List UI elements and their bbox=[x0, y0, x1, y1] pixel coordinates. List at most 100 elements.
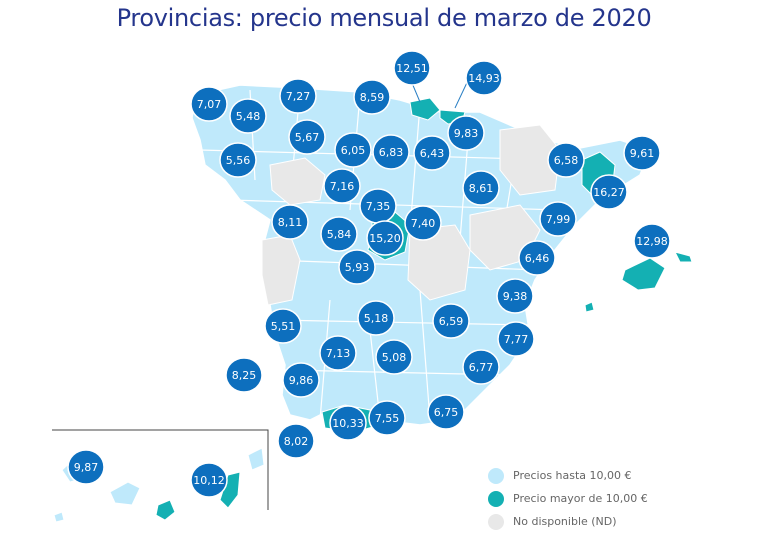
price-marker: 6,59 bbox=[432, 303, 470, 339]
price-marker: 10,12 bbox=[190, 462, 228, 498]
price-marker-value: 6,77 bbox=[469, 361, 494, 374]
price-marker-value: 10,33 bbox=[332, 417, 364, 430]
price-marker-bubble bbox=[496, 278, 534, 314]
price-marker-bubble bbox=[338, 249, 376, 285]
price-marker-value: 7,27 bbox=[286, 90, 311, 103]
price-marker-value: 8,02 bbox=[284, 435, 309, 448]
price-marker-bubble bbox=[357, 300, 395, 336]
price-marker: 5,67 bbox=[288, 119, 326, 155]
legend-label: Precios hasta 10,00 € bbox=[513, 469, 632, 482]
price-marker-bubble bbox=[413, 135, 451, 171]
price-marker-bubble bbox=[623, 135, 661, 171]
legend-label: Precio mayor de 10,00 € bbox=[513, 492, 648, 505]
price-marker-value: 8,25 bbox=[232, 369, 257, 382]
price-marker: 7,07 bbox=[190, 86, 228, 122]
price-marker-value: 9,87 bbox=[74, 461, 99, 474]
price-marker-value: 5,56 bbox=[226, 154, 251, 167]
price-markers: 7,07 5,48 5,56 7,27 8,59 12,51 14,93 5,67 6,05 6,… bbox=[67, 50, 671, 498]
price-marker: 6,77 bbox=[462, 349, 500, 385]
price-marker-bubble bbox=[432, 303, 470, 339]
price-marker: 7,27 bbox=[279, 78, 317, 114]
price-marker-value: 5,18 bbox=[364, 312, 389, 325]
price-marker: 5,51 bbox=[264, 308, 302, 344]
price-marker-value: 7,13 bbox=[326, 347, 351, 360]
price-marker-value: 6,46 bbox=[525, 252, 550, 265]
price-marker: 7,35 bbox=[359, 188, 397, 224]
price-marker-bubble bbox=[190, 86, 228, 122]
price-marker-value: 6,83 bbox=[379, 146, 404, 159]
price-marker-bubble bbox=[447, 115, 485, 151]
price-marker-bubble bbox=[334, 132, 372, 168]
legend-swatch-nd bbox=[488, 513, 504, 530]
price-marker-bubble bbox=[219, 142, 257, 178]
price-marker: 16,27 bbox=[590, 174, 628, 210]
price-marker: 14,93 bbox=[465, 60, 503, 96]
price-marker-bubble bbox=[271, 204, 309, 240]
legend-label: No disponible (ND) bbox=[513, 515, 617, 528]
price-marker: 8,61 bbox=[462, 170, 500, 206]
price-marker: 7,77 bbox=[497, 321, 535, 357]
map-title: Provincias: precio mensual de marzo de 2… bbox=[116, 4, 652, 32]
price-marker: 10,33 bbox=[329, 405, 367, 441]
price-marker-value: 7,55 bbox=[375, 412, 400, 425]
price-marker: 5,93 bbox=[338, 249, 376, 285]
price-marker-bubble bbox=[590, 174, 628, 210]
price-marker-value: 7,16 bbox=[330, 180, 355, 193]
price-marker-bubble bbox=[372, 134, 410, 170]
price-marker-bubble bbox=[229, 98, 267, 134]
price-marker-value: 5,48 bbox=[236, 110, 261, 123]
price-marker-bubble bbox=[282, 362, 320, 398]
price-marker-bubble bbox=[320, 216, 358, 252]
map-legend: Precios hasta 10,00 € Precio mayor de 10… bbox=[488, 464, 648, 533]
price-marker-bubble bbox=[279, 78, 317, 114]
price-marker: 12,51 bbox=[393, 50, 431, 86]
price-marker-value: 5,67 bbox=[295, 131, 320, 144]
price-marker-value: 8,59 bbox=[360, 91, 385, 104]
price-marker-value: 9,83 bbox=[454, 127, 479, 140]
price-marker-value: 6,75 bbox=[434, 406, 459, 419]
price-marker: 6,58 bbox=[547, 142, 585, 178]
price-marker-value: 12,98 bbox=[636, 235, 668, 248]
price-marker-bubble bbox=[353, 79, 391, 115]
price-marker-bubble bbox=[329, 405, 367, 441]
price-marker-bubble bbox=[288, 119, 326, 155]
price-marker-bubble bbox=[67, 449, 105, 485]
price-marker-value: 14,93 bbox=[468, 72, 500, 85]
price-marker-bubble bbox=[277, 423, 315, 459]
price-marker: 6,75 bbox=[427, 394, 465, 430]
price-marker: 7,99 bbox=[539, 201, 577, 237]
legend-item-teal: Precio mayor de 10,00 € bbox=[488, 487, 648, 510]
price-marker-value: 7,40 bbox=[411, 217, 436, 230]
price-marker-value: 7,99 bbox=[546, 213, 571, 226]
price-marker: 6,83 bbox=[372, 134, 410, 170]
price-marker-value: 5,51 bbox=[271, 320, 296, 333]
price-marker: 6,46 bbox=[518, 240, 556, 276]
price-marker-bubble bbox=[225, 357, 263, 393]
price-marker-value: 9,86 bbox=[289, 374, 314, 387]
price-marker: 5,48 bbox=[229, 98, 267, 134]
price-marker: 8,11 bbox=[271, 204, 309, 240]
price-marker-bubble bbox=[465, 60, 503, 96]
price-marker-bubble bbox=[547, 142, 585, 178]
price-marker-value: 10,12 bbox=[193, 474, 225, 487]
price-marker-value: 7,07 bbox=[197, 98, 222, 111]
price-marker-value: 6,05 bbox=[341, 144, 366, 157]
price-marker-value: 16,27 bbox=[593, 186, 625, 199]
price-marker-bubble bbox=[190, 462, 228, 498]
price-marker-value: 6,59 bbox=[439, 315, 464, 328]
price-marker-bubble bbox=[497, 321, 535, 357]
price-marker-bubble bbox=[539, 201, 577, 237]
price-marker-bubble bbox=[319, 335, 357, 371]
price-marker: 12,98 bbox=[633, 223, 671, 259]
price-marker: 9,38 bbox=[496, 278, 534, 314]
price-marker: 6,43 bbox=[413, 135, 451, 171]
price-marker-bubble bbox=[404, 205, 442, 241]
price-marker-value: 9,61 bbox=[630, 147, 655, 160]
price-marker: 15,20 bbox=[366, 220, 404, 256]
price-marker: 8,59 bbox=[353, 79, 391, 115]
price-marker-bubble bbox=[368, 400, 406, 436]
legend-item-light: Precios hasta 10,00 € bbox=[488, 464, 648, 487]
price-marker-value: 8,61 bbox=[469, 182, 494, 195]
price-marker-value: 9,38 bbox=[503, 290, 528, 303]
